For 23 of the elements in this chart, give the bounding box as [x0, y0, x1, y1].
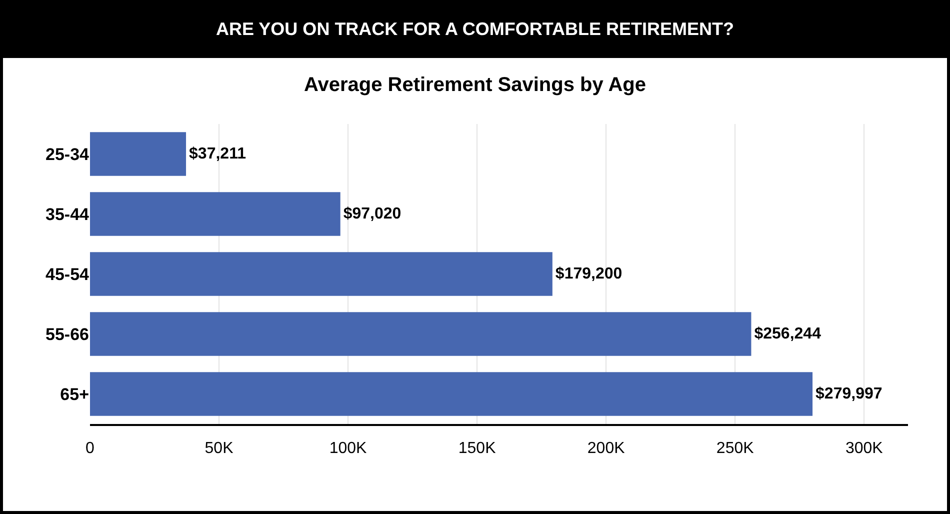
bar: [90, 192, 340, 236]
y-tick-label: 25-34: [46, 144, 90, 164]
y-tick-label: 65+: [60, 384, 90, 404]
x-tick-label: 250K: [716, 440, 754, 458]
y-tick-label: 55-66: [46, 324, 89, 344]
y-tick-label: 35-44: [46, 204, 90, 224]
y-tick-label: 45-54: [46, 264, 90, 284]
data-label: $256,244: [754, 326, 822, 342]
data-label: $179,200: [555, 266, 622, 282]
data-label: $279,997: [816, 386, 882, 402]
data-label: $37,211: [189, 146, 246, 162]
x-tick-label: 200K: [587, 440, 626, 458]
x-tick-label: 150K: [458, 440, 496, 458]
x-tick-label: 0: [86, 440, 95, 458]
x-tick-label: 300K: [845, 440, 884, 458]
bar: [90, 132, 186, 176]
bar: [90, 312, 752, 356]
bar: [90, 252, 552, 296]
data-label: $97,020: [343, 206, 402, 222]
x-tick-label: 100K: [329, 440, 368, 458]
bar: [90, 372, 813, 416]
chart-subtitle: Average Retirement Savings by Age: [304, 74, 646, 96]
x-tick-label: 50K: [204, 440, 234, 458]
